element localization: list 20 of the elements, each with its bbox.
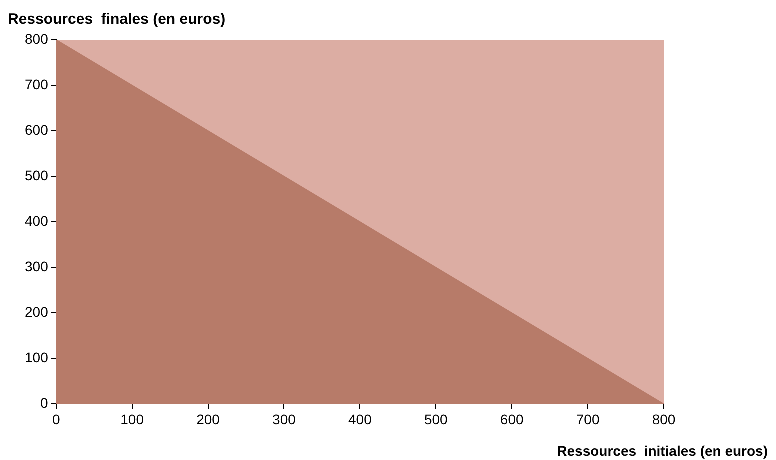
y-tick-label: 500 (25, 167, 49, 184)
y-tick-label: 300 (25, 258, 49, 274)
y-tick-label: 100 (25, 350, 49, 366)
x-tick-label: 0 (52, 411, 60, 428)
y-tick-label: 700 (25, 76, 49, 92)
x-tick-label: 200 (196, 411, 220, 428)
x-tick-label: 800 (652, 411, 676, 428)
x-axis-title: Ressources initiales (en euros) (557, 443, 768, 459)
x-tick-label: 600 (500, 411, 524, 428)
x-tick-label: 300 (272, 411, 296, 428)
x-tick-label: 500 (424, 411, 448, 428)
y-tick-label: 400 (25, 212, 49, 229)
y-tick-label: 200 (25, 304, 49, 320)
x-tick-label: 100 (120, 411, 144, 428)
y-axis-title: Ressources finales (en euros) (8, 11, 226, 28)
x-tick-label: 700 (576, 411, 600, 428)
y-tick-label: 600 (25, 122, 49, 138)
x-tick-label: 400 (348, 411, 372, 428)
y-tick-label: 0 (40, 395, 49, 412)
y-tick-label: 800 (25, 30, 49, 47)
